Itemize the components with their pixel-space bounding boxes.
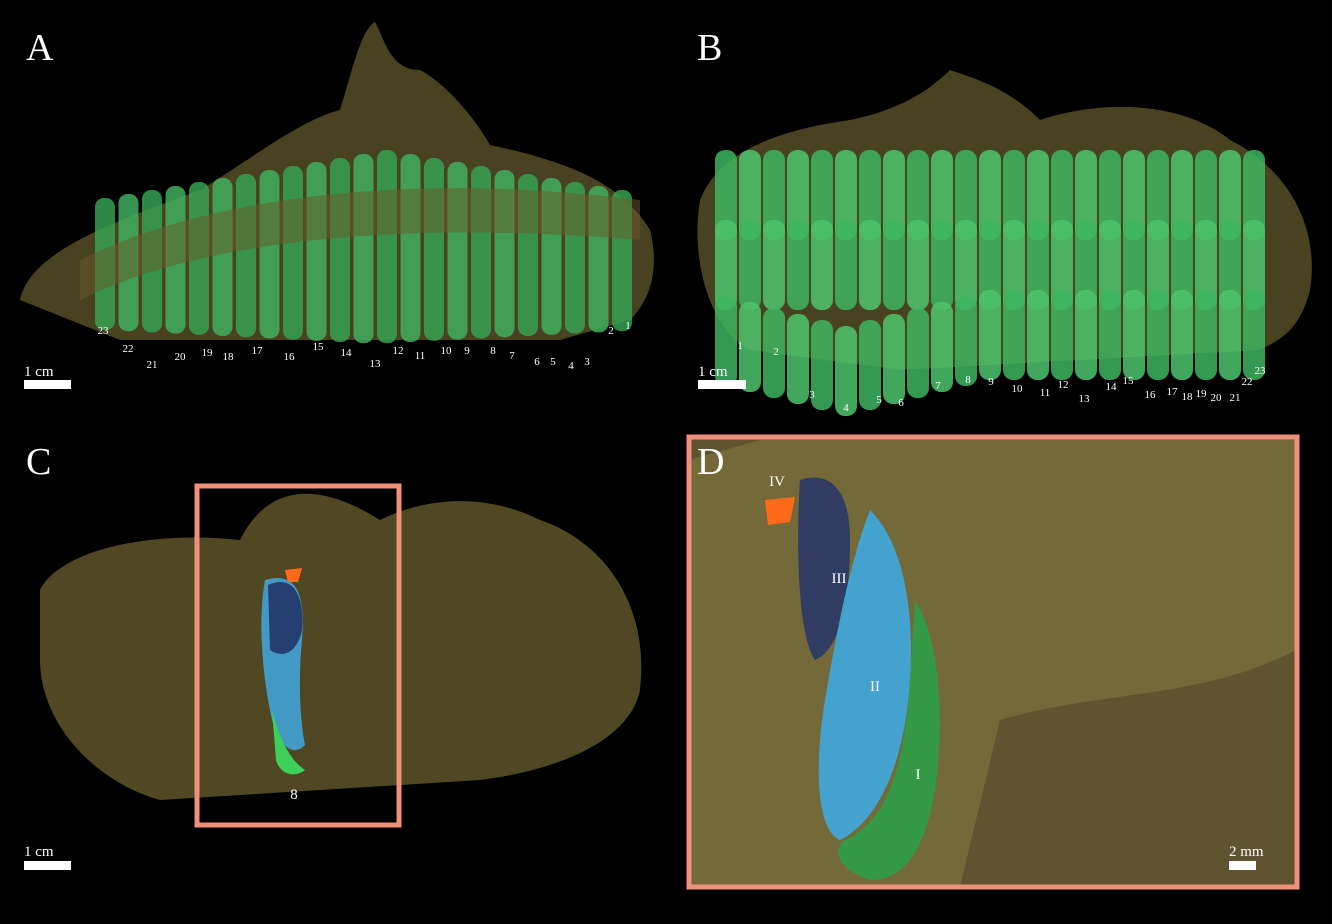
tooth xyxy=(1027,290,1049,380)
generation-label: IV xyxy=(769,474,785,490)
tooth xyxy=(787,314,809,404)
tooth-number: 6 xyxy=(898,397,904,409)
tooth xyxy=(1123,290,1145,380)
scale-bar xyxy=(24,861,71,870)
tooth xyxy=(1171,290,1193,380)
tooth xyxy=(424,158,444,341)
scale-label: 1 cm xyxy=(24,844,54,860)
tooth-number: 4 xyxy=(843,402,849,414)
tooth-number: 21 xyxy=(147,359,158,371)
tooth xyxy=(401,154,421,342)
tooth-number: 11 xyxy=(415,350,426,362)
tooth xyxy=(763,220,785,310)
tooth-number: 7 xyxy=(935,380,941,392)
panel-label: A xyxy=(26,27,54,69)
tooth-number: 8 xyxy=(965,374,971,386)
tooth xyxy=(1051,290,1073,380)
tooth-number: 3 xyxy=(809,389,815,401)
tooth xyxy=(979,290,1001,380)
tooth-number: 4 xyxy=(568,360,574,372)
tooth-number: 18 xyxy=(223,351,235,363)
tooth xyxy=(236,174,256,337)
tooth xyxy=(260,170,280,338)
panel-label: B xyxy=(697,27,722,69)
tooth xyxy=(377,150,397,343)
tooth-number: 3 xyxy=(584,356,590,368)
tooth xyxy=(883,314,905,404)
tooth-number: 12 xyxy=(393,345,404,357)
tooth-number: 17 xyxy=(1167,386,1179,398)
tooth-number: 15 xyxy=(313,341,325,353)
tooth-number: 6 xyxy=(534,356,540,368)
generation-label: I xyxy=(916,767,921,783)
tooth xyxy=(931,220,953,310)
tooth-number: 2 xyxy=(773,346,779,358)
tooth-number: 13 xyxy=(370,358,382,370)
tooth-number: 23 xyxy=(98,325,110,337)
tooth xyxy=(1075,290,1097,380)
tooth xyxy=(907,220,929,310)
tooth-number: 20 xyxy=(175,351,187,363)
tooth-number: 11 xyxy=(1040,387,1051,399)
tooth-number: 2 xyxy=(608,325,614,337)
tooth-number: 9 xyxy=(988,376,994,388)
tooth xyxy=(931,302,953,392)
scale-bar xyxy=(698,380,746,389)
tooth-number: 19 xyxy=(202,347,214,359)
tooth xyxy=(283,166,303,340)
scale-label: 2 mm xyxy=(1229,844,1264,860)
tooth-number: 14 xyxy=(1106,381,1118,393)
tooth-number: 17 xyxy=(252,345,264,357)
tooth xyxy=(1147,290,1169,380)
scale-label: 1 cm xyxy=(24,364,54,380)
tooth xyxy=(1219,290,1241,380)
panel-label: C xyxy=(26,441,51,483)
tooth-number: 12 xyxy=(1058,379,1069,391)
tooth xyxy=(213,178,233,336)
tooth xyxy=(354,154,374,343)
tooth xyxy=(907,308,929,398)
tooth xyxy=(1195,290,1217,380)
tooth xyxy=(859,220,881,310)
tooth-number: 21 xyxy=(1230,392,1241,404)
tooth-number: 1 xyxy=(625,320,631,332)
tooth xyxy=(955,296,977,386)
generation-label: III xyxy=(832,571,847,587)
tooth-number: 10 xyxy=(1012,383,1024,395)
tooth-number: 22 xyxy=(1242,376,1253,388)
tooth-number: 9 xyxy=(464,345,470,357)
tooth-number: 13 xyxy=(1079,393,1091,405)
tooth-number: 15 xyxy=(1123,375,1135,387)
tooth-number: 10 xyxy=(441,345,453,357)
figure: A B C D 1 cm 1 cm 1 cm 2 mm 123456789101… xyxy=(0,0,1332,924)
panel-label: D xyxy=(697,441,724,483)
scale-label: 1 cm xyxy=(698,364,728,380)
tooth xyxy=(1099,290,1121,380)
generation-label: II xyxy=(870,679,880,695)
tooth-number: 22 xyxy=(123,343,134,355)
tooth-number: 23 xyxy=(1255,365,1267,377)
tooth-number: 8 xyxy=(290,787,298,803)
tooth xyxy=(739,220,761,310)
tooth-number: 1 xyxy=(737,340,743,352)
tooth-number: 18 xyxy=(1182,391,1194,403)
tooth-number: 5 xyxy=(876,394,882,406)
tooth-number: 16 xyxy=(284,351,296,363)
tooth-number: 5 xyxy=(550,356,556,368)
tooth xyxy=(835,220,857,310)
tooth xyxy=(307,162,327,341)
tooth-number: 16 xyxy=(1145,389,1157,401)
tooth xyxy=(1003,290,1025,380)
tooth-number: 14 xyxy=(341,347,353,359)
tooth xyxy=(330,158,350,342)
tooth-number: 8 xyxy=(490,345,496,357)
tooth xyxy=(883,220,905,310)
tooth-number: 20 xyxy=(1211,392,1223,404)
tooth xyxy=(811,220,833,310)
scale-bar xyxy=(1229,861,1256,870)
tooth xyxy=(787,220,809,310)
tooth-number: 19 xyxy=(1196,388,1208,400)
tooth-number: 7 xyxy=(509,350,515,362)
scale-bar xyxy=(24,380,71,389)
